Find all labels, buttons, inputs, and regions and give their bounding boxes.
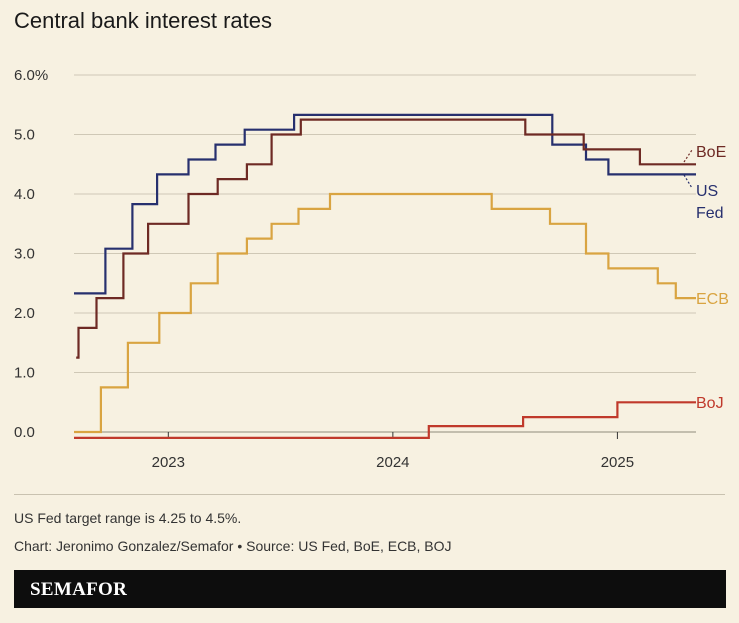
x-tick-label: 2025 — [601, 454, 634, 471]
line-chart: 0.0 1.0 2.0 3.0 4.0 5.0 6.0% 2023 2024 2025 US Fe… — [14, 67, 729, 471]
y-tick-label: 3.0 — [14, 246, 35, 263]
chart-title: Central bank interest rates — [14, 8, 273, 33]
x-tick-label: 2024 — [376, 454, 409, 471]
us-fed-label: Fed — [696, 205, 724, 222]
boe-line — [76, 118, 696, 359]
y-tick-label: 6.0% — [14, 67, 48, 84]
y-tick-label: 2.0 — [14, 305, 35, 322]
y-tick-label: 0.0 — [14, 424, 35, 441]
brand-bar: SEMAFOR — [14, 570, 726, 608]
boe-label: BoE — [696, 144, 726, 161]
us-fed-line — [74, 113, 696, 295]
y-tick-label: 1.0 — [14, 365, 35, 382]
boj-line — [74, 401, 696, 439]
x-axis: 2023 2024 2025 — [152, 432, 634, 471]
us-fed-label: US — [696, 183, 718, 200]
y-axis: 0.0 1.0 2.0 3.0 4.0 5.0 6.0% — [14, 67, 48, 441]
y-tick-label: 5.0 — [14, 127, 35, 144]
series-lines — [74, 113, 696, 439]
y-tick-label: 4.0 — [14, 186, 35, 203]
boj-label: BoJ — [696, 395, 724, 412]
ecb-label: ECB — [696, 291, 729, 308]
source-credit: Chart: Jeronimo Gonzalez/Semafor • Sourc… — [14, 538, 452, 554]
footnote: US Fed target range is 4.25 to 4.5%. — [14, 510, 242, 526]
boe-label-leader — [683, 149, 693, 163]
series-labels: US Fed BoE ECB BoJ — [683, 144, 729, 412]
us-fed-label-leader — [683, 174, 693, 189]
x-tick-label: 2023 — [152, 454, 185, 471]
semafor-logo[interactable]: SEMAFOR — [30, 579, 128, 600]
ecb-line — [74, 192, 696, 434]
footer-divider — [14, 494, 725, 495]
